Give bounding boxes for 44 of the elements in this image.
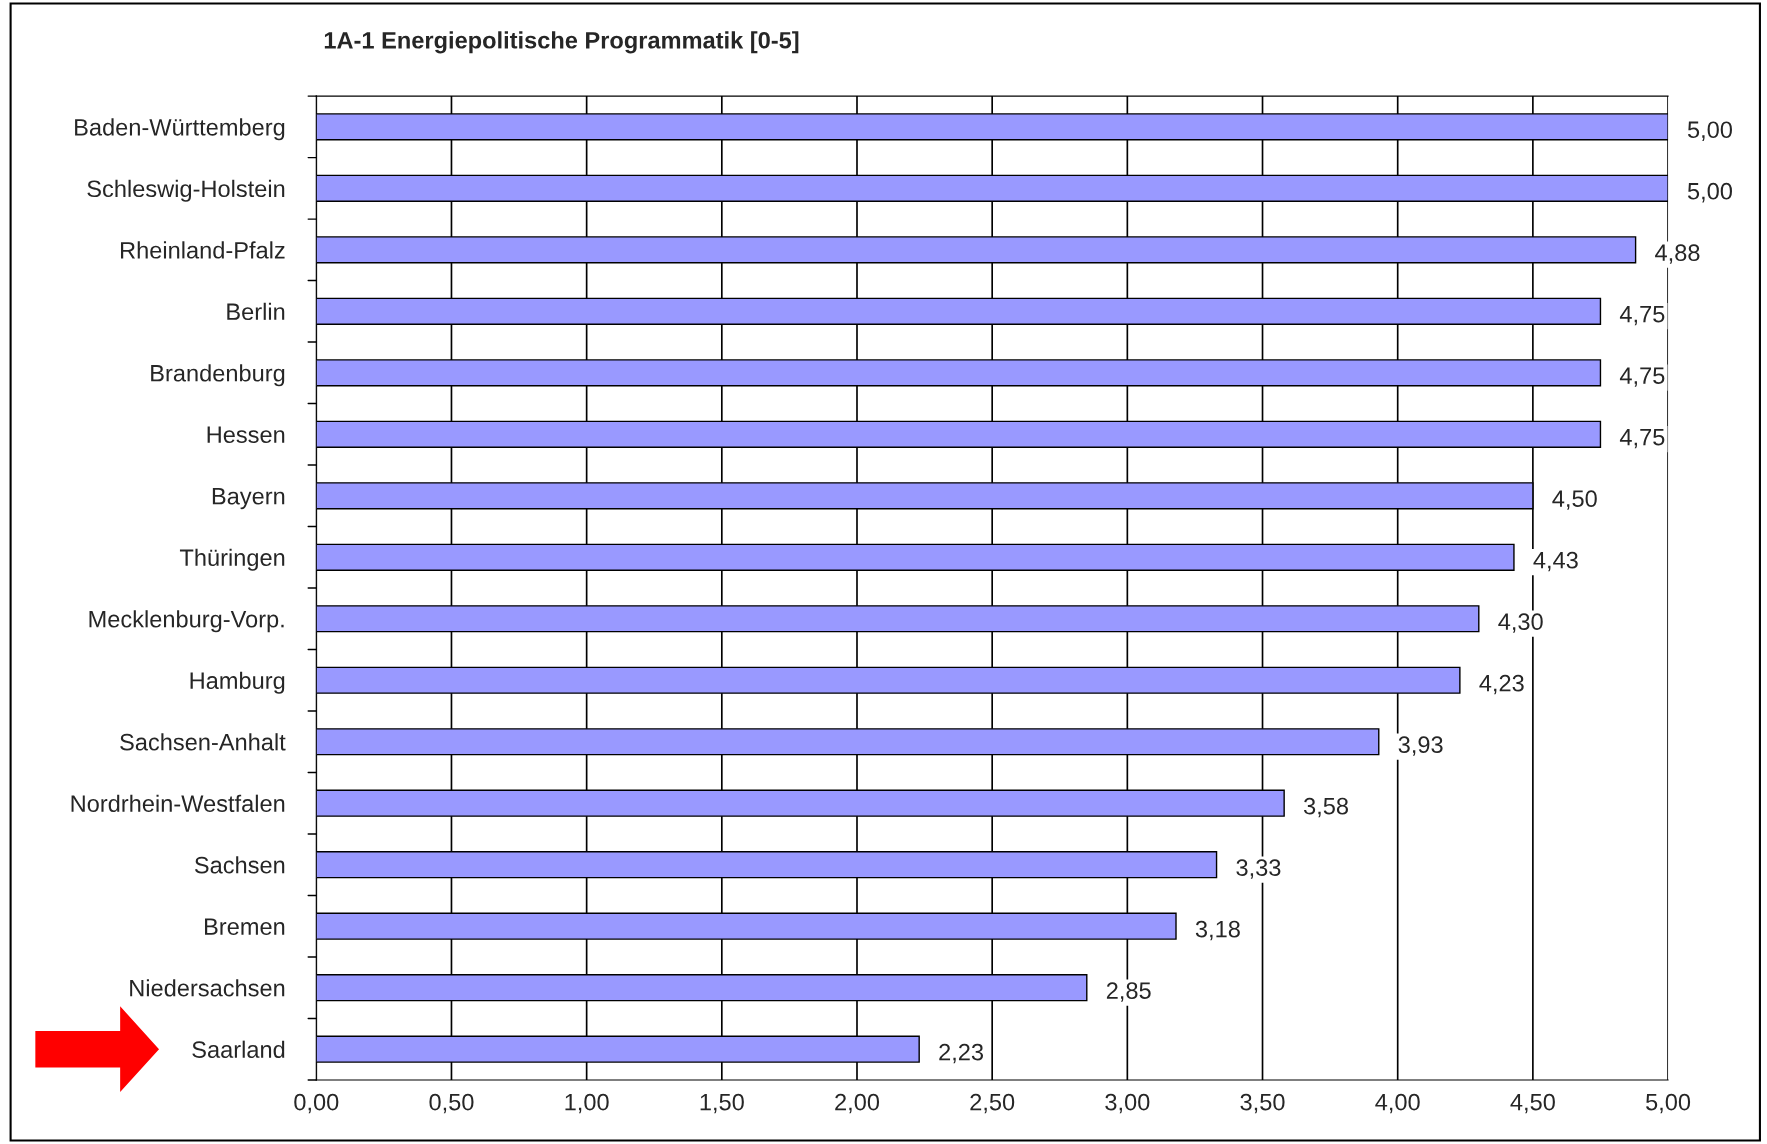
data-label: 3,58 xyxy=(1303,797,1348,818)
y-tick-label: Rheinland-Pfalz xyxy=(121,241,285,259)
data-label: 4,23 xyxy=(1479,674,1524,695)
x-tick-label: 2,00 xyxy=(835,1093,880,1114)
data-label: 4,75 xyxy=(1619,429,1665,449)
data-label: 3,33 xyxy=(1236,859,1281,879)
data-label: 3,93 xyxy=(1398,736,1443,756)
y-tick-label: Niedersachsen xyxy=(130,979,285,997)
x-tick-label: 4,50 xyxy=(1510,1093,1555,1114)
y-tick-label: Bayern xyxy=(212,488,285,510)
y-tick-label: Nordrhein-Westfalen xyxy=(71,794,285,813)
data-label: 3,18 xyxy=(1195,920,1240,941)
x-tick-label: 1,50 xyxy=(700,1093,744,1114)
data-label: 4,75 xyxy=(1619,306,1665,326)
x-tick-label: 0,00 xyxy=(294,1093,339,1114)
y-tick-label: Thüringen xyxy=(179,548,285,571)
y-tick-label: Hessen xyxy=(207,426,285,444)
chart-title: 1A-1 Energiepolitische Programmatik [0-5] xyxy=(324,31,799,54)
y-tick-label: Baden-Württemberg xyxy=(75,118,285,141)
data-label: 4,75 xyxy=(1619,367,1665,387)
y-tick-label: Bremen xyxy=(205,918,285,935)
data-label: 4,88 xyxy=(1655,244,1700,264)
y-tick-label: Saarland xyxy=(192,1040,285,1058)
data-label: 4,50 xyxy=(1552,490,1597,510)
x-tick-label: 0,50 xyxy=(429,1093,474,1114)
y-tick-label: Brandenburg xyxy=(151,364,285,387)
x-tick-label: 2,50 xyxy=(970,1093,1015,1114)
data-label: 2,85 xyxy=(1106,982,1151,1002)
x-tick-label: 4,00 xyxy=(1375,1093,1420,1114)
y-tick-label: Sachsen-Anhalt xyxy=(120,733,286,751)
x-tick-label: 3,50 xyxy=(1240,1093,1285,1114)
y-tick-label: Berlin xyxy=(227,302,285,321)
data-label: 4,43 xyxy=(1533,551,1578,572)
data-label: 4,30 xyxy=(1498,613,1543,633)
y-tick-label: Sachsen xyxy=(194,856,285,874)
x-tick-label: 3,00 xyxy=(1105,1093,1150,1114)
y-tick-label: Mecklenburg-Vorp. xyxy=(89,610,284,633)
x-tick-label: 1,00 xyxy=(565,1093,609,1114)
y-tick-label: Hamburg xyxy=(190,671,285,694)
data-label: 2,23 xyxy=(939,1043,984,1064)
data-label: 5,00 xyxy=(1687,121,1732,141)
x-tick-label: 5,00 xyxy=(1646,1093,1691,1114)
y-tick-label: Schleswig-Holstein xyxy=(87,179,285,202)
data-label: 5,00 xyxy=(1687,182,1732,203)
